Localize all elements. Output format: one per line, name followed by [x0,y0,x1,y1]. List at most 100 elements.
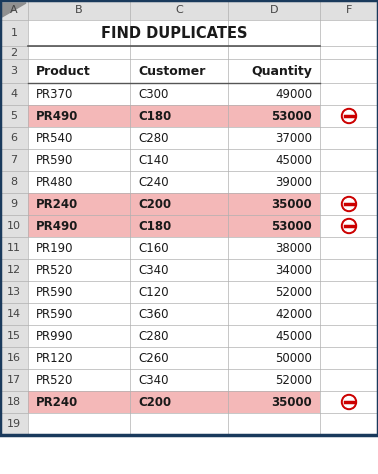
Bar [28,347,320,369]
Text: C: C [175,5,183,15]
Text: PR990: PR990 [36,329,73,343]
Text: C180: C180 [138,109,171,122]
Text: PR370: PR370 [36,88,73,100]
Circle shape [341,197,356,211]
Bar [28,413,320,435]
Text: D: D [270,5,278,15]
Bar [320,215,378,237]
Text: PR480: PR480 [36,175,73,189]
Bar [0,0,378,20]
Bar [0,171,28,193]
Bar [320,259,378,281]
Bar [320,193,378,215]
Text: C340: C340 [138,264,169,276]
Bar [320,171,378,193]
Text: 7: 7 [11,155,17,165]
Text: 45000: 45000 [275,329,312,343]
Bar [320,83,378,105]
Text: 45000: 45000 [275,154,312,166]
Bar [28,369,320,391]
Text: 18: 18 [7,397,21,407]
Text: C180: C180 [138,219,171,233]
Bar [28,20,320,46]
Bar [320,391,378,413]
Text: 6: 6 [11,133,17,143]
Bar [28,105,320,127]
Bar [0,303,28,325]
Text: C280: C280 [138,329,169,343]
Text: PR520: PR520 [36,264,73,276]
Text: C280: C280 [138,131,169,145]
Bar [0,105,28,127]
Bar [0,59,28,83]
Circle shape [344,199,355,210]
Bar [28,59,320,83]
Bar [320,127,378,149]
Bar [28,391,320,413]
Bar [28,149,320,171]
Text: 53000: 53000 [271,109,312,122]
Bar [0,149,28,171]
Bar [320,281,378,303]
Text: PR590: PR590 [36,154,73,166]
Circle shape [344,110,355,121]
Text: PR590: PR590 [36,308,73,320]
Bar [320,413,378,435]
Text: 12: 12 [7,265,21,275]
Text: C140: C140 [138,154,169,166]
Bar [28,83,320,105]
Text: C200: C200 [138,198,171,210]
Text: 3: 3 [11,66,17,76]
Bar [0,237,28,259]
Text: PR240: PR240 [36,198,78,210]
Bar [320,303,378,325]
Bar [320,347,378,369]
Text: 10: 10 [7,221,21,231]
Bar [28,127,320,149]
Text: 37000: 37000 [275,131,312,145]
Text: C340: C340 [138,374,169,386]
Text: 4: 4 [11,89,17,99]
Bar [320,59,378,83]
Text: 16: 16 [7,353,21,363]
Bar [320,20,378,46]
Bar [28,46,320,59]
Bar [320,105,378,127]
Text: PR190: PR190 [36,241,73,255]
Bar [320,149,378,171]
Bar [320,237,378,259]
Text: C240: C240 [138,175,169,189]
Circle shape [341,394,356,410]
Text: 49000: 49000 [275,88,312,100]
Bar [0,215,28,237]
Bar [320,46,378,59]
Text: C300: C300 [138,88,168,100]
Bar [28,215,320,237]
Text: PR590: PR590 [36,285,73,299]
Bar [320,325,378,347]
Text: 53000: 53000 [271,219,312,233]
Text: PR490: PR490 [36,219,78,233]
Text: Product: Product [36,64,91,78]
Text: 15: 15 [7,331,21,341]
Text: C160: C160 [138,241,169,255]
Text: Customer: Customer [138,64,205,78]
Bar [28,259,320,281]
Text: FIND DUPLICATES: FIND DUPLICATES [101,26,247,40]
Bar [0,83,28,105]
Bar [0,369,28,391]
Circle shape [341,109,356,124]
Text: 39000: 39000 [275,175,312,189]
Circle shape [344,396,355,408]
Text: 5: 5 [11,111,17,121]
Bar [28,171,320,193]
Bar [28,281,320,303]
Text: 14: 14 [7,309,21,319]
Bar [28,303,320,325]
Text: A: A [10,5,18,15]
Text: 8: 8 [11,177,17,187]
Bar [0,391,28,413]
Text: PR120: PR120 [36,352,73,365]
Text: Quantity: Quantity [251,64,312,78]
Circle shape [344,220,355,231]
